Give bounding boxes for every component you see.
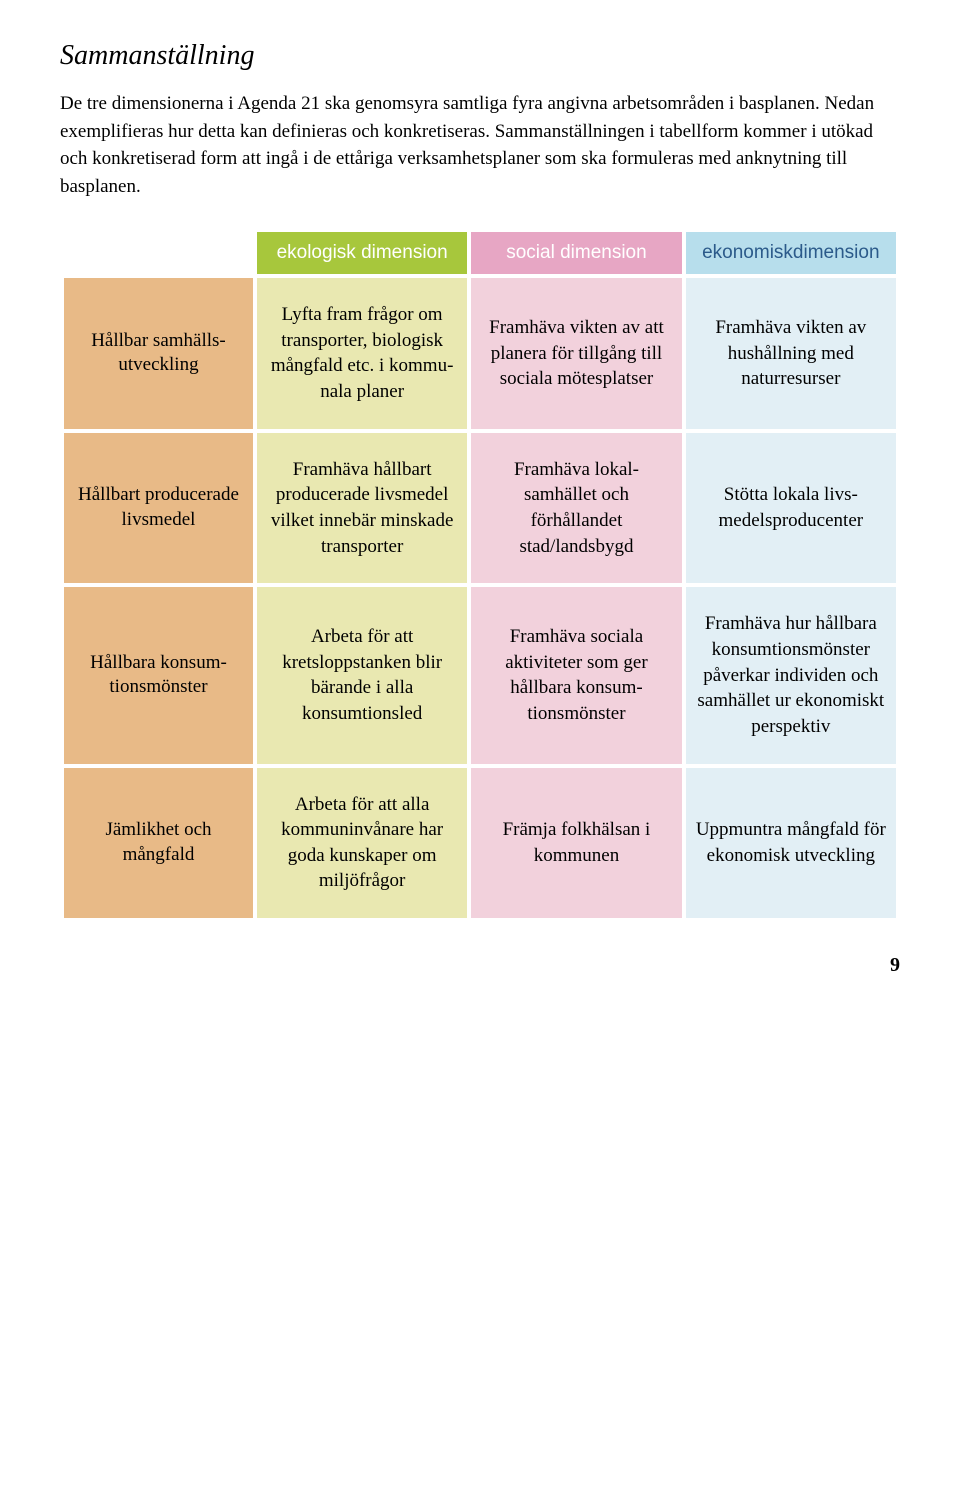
- col-header-ekonomisk: ekonomiskdimension: [686, 232, 896, 274]
- intro-paragraph: De tre dimensionerna i Agenda 21 ska gen…: [60, 90, 900, 200]
- table-cell: Stötta lokala livs­medelsproducenter: [686, 433, 896, 584]
- page-number: 9: [60, 954, 900, 977]
- table-cell: Främja folkhälsan i kommunen: [471, 768, 681, 919]
- row-label: Jämlikhet och mångfald: [64, 768, 253, 919]
- table-cell: Uppmuntra mång­fald för ekonomisk utveck…: [686, 768, 896, 919]
- col-header-social: social dimension: [471, 232, 681, 274]
- table-cell: Framhäva hur håll­bara konsumtions­mönst…: [686, 587, 896, 763]
- table-cell: Lyfta fram frågor om transporter, biolog…: [257, 278, 467, 429]
- table-cell: Arbeta för att kretsloppstanken blir bär…: [257, 587, 467, 763]
- summary-table: ekologisk dimension social dimension eko…: [60, 228, 900, 922]
- table-cell: Framhäva vikten av att planera för tillg…: [471, 278, 681, 429]
- table-cell: Framhäva håll­bart producerade livsmedel…: [257, 433, 467, 584]
- table-cell: Arbeta för att alla kommuninvånare har g…: [257, 768, 467, 919]
- row-label: Hållbara konsum­tions­mönster: [64, 587, 253, 763]
- table-cell: Framhäva vikten av hushållning med natur…: [686, 278, 896, 429]
- table-cell: Framhäva sociala aktiviteter som ger hål…: [471, 587, 681, 763]
- table-row: Hållbar samhälls­utveckling Lyfta fram f…: [64, 278, 896, 429]
- row-label: Hållbar samhälls­utveckling: [64, 278, 253, 429]
- row-label: Hållbart produce­rade livsmedel: [64, 433, 253, 584]
- table-cell: Framhäva lokal­samhället och förhållande…: [471, 433, 681, 584]
- table-row: Hållbara konsum­tions­mönster Arbeta för…: [64, 587, 896, 763]
- table-row: Jämlikhet och mångfald Arbeta för att al…: [64, 768, 896, 919]
- col-header-ekologisk: ekologisk dimension: [257, 232, 467, 274]
- table-row: Hållbart produce­rade livsmedel Framhäva…: [64, 433, 896, 584]
- page-title: Sammanställning: [60, 40, 900, 72]
- table-header-row: ekologisk dimension social dimension eko…: [64, 232, 896, 274]
- table-corner: [64, 232, 253, 274]
